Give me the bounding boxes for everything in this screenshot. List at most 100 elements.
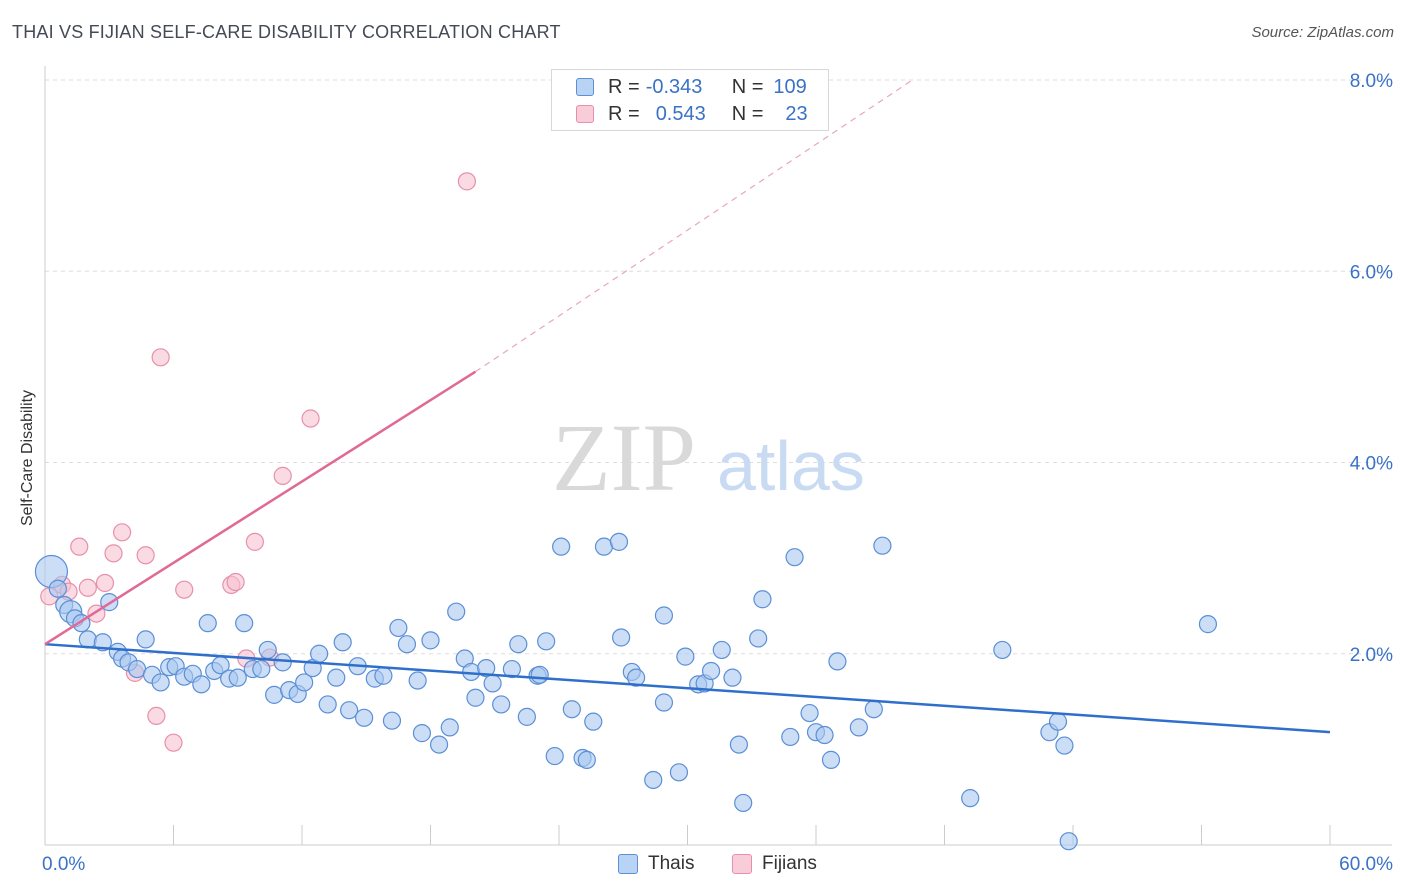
fijians-point	[104, 544, 123, 563]
legend-r-label: R =	[608, 102, 640, 125]
thais-point	[1055, 736, 1074, 755]
x-tick-label: 0.0%	[42, 854, 85, 875]
bottom-legend-thais[interactable]: Thais	[618, 852, 694, 876]
thais-point	[295, 673, 314, 692]
thais-point	[530, 665, 549, 684]
thais-point	[265, 685, 284, 704]
thais-point	[1048, 712, 1068, 731]
thais-point	[389, 618, 408, 638]
thais-point	[594, 537, 614, 556]
y-tick-label: 8.0%	[1350, 71, 1393, 92]
thais-point	[429, 735, 449, 754]
thais-point	[644, 770, 663, 790]
fijians-point	[226, 572, 245, 592]
thais-point	[993, 640, 1012, 660]
thais-point	[421, 631, 440, 650]
bottom-legend-fijians[interactable]: Fijians	[732, 852, 817, 876]
fijians-swatch-icon	[576, 105, 594, 123]
legend-r-value: -0.343	[645, 75, 703, 98]
fijians-point	[112, 523, 132, 542]
thais-point	[537, 632, 556, 651]
thais-point	[1059, 832, 1078, 851]
thais-point	[654, 693, 674, 712]
thais-point	[584, 712, 603, 731]
thais-point	[701, 661, 721, 681]
thais-point	[374, 666, 393, 685]
fijians-point	[457, 172, 477, 191]
thais-point	[1198, 615, 1218, 634]
thais-point	[609, 532, 629, 551]
thais-point	[483, 674, 502, 693]
thais-point	[654, 606, 674, 625]
thais-point	[723, 668, 742, 687]
thais-point	[828, 652, 847, 671]
thais-point	[729, 735, 749, 754]
thais-point	[509, 635, 528, 654]
thais-trend-line	[44, 642, 1331, 734]
thais-point	[712, 640, 731, 660]
watermark: ZIP atlas	[552, 404, 865, 511]
thais-point	[961, 789, 980, 808]
fijians-point	[136, 546, 155, 565]
thais-point	[327, 668, 346, 687]
fijians-point	[95, 573, 115, 593]
legend-n-value: 23	[785, 102, 808, 125]
fijians-legend-icon	[732, 854, 752, 874]
thais-swatch-icon	[576, 78, 594, 96]
thais-point	[235, 614, 254, 633]
legend-r-label: R =	[608, 75, 640, 98]
fijians-point	[175, 580, 194, 599]
thais-point	[849, 718, 868, 737]
thais-point	[310, 644, 329, 663]
thais-point	[781, 727, 800, 747]
thais-point	[192, 675, 211, 694]
fijians-point	[273, 466, 292, 485]
correlation-legend: R = -0.343 N = 109 R = 0.543 N = 23	[551, 69, 829, 131]
thais-point	[447, 602, 466, 621]
thais-point	[626, 668, 646, 687]
y-tick-label: 6.0%	[1350, 262, 1393, 283]
source-credit: Source: ZipAtlas.com	[1251, 24, 1394, 41]
thais-point	[440, 718, 459, 737]
thais-legend-icon	[618, 854, 638, 874]
thais-point	[753, 590, 772, 609]
fijians-point	[151, 348, 170, 367]
fijians-point	[301, 409, 320, 428]
chart-title: THAI VS FIJIAN SELF-CARE DISABILITY CORR…	[12, 22, 561, 42]
tick-labels: 2.0% 4.0% 6.0% 8.0% 0.0% 60.0%	[42, 71, 1393, 875]
y-tick-label: 2.0%	[1350, 645, 1393, 666]
thais-points	[34, 532, 1218, 851]
thais-point	[151, 673, 170, 692]
thais-point	[198, 614, 217, 633]
legend-n-label: N =	[731, 75, 764, 98]
fijians-point	[78, 578, 97, 597]
thais-point	[93, 633, 112, 652]
thais-point	[676, 647, 695, 666]
thais-point	[78, 630, 97, 649]
thais-point	[502, 659, 521, 679]
thais-point	[821, 750, 841, 769]
watermark-atlas: atlas	[717, 427, 865, 505]
axes	[44, 66, 1392, 846]
thais-point	[136, 630, 155, 649]
thais-legend-label: Thais	[648, 853, 695, 874]
fijians-legend-label: Fijians	[762, 853, 817, 874]
thais-point	[562, 700, 581, 719]
grid-lines	[45, 79, 1392, 655]
thais-point	[873, 536, 892, 555]
legend-n-value: 109	[773, 75, 807, 98]
thais-point	[273, 653, 292, 672]
fijians-point	[147, 706, 166, 726]
x-tick-label: 60.0%	[1339, 854, 1393, 875]
thais-point	[340, 701, 359, 720]
thais-point	[318, 695, 337, 714]
thais-point	[815, 725, 834, 745]
thais-point	[252, 659, 271, 679]
y-tick-label: 4.0%	[1350, 454, 1393, 475]
thais-point	[228, 668, 247, 687]
thais-point	[48, 579, 67, 598]
thais-point	[864, 700, 883, 719]
thais-point	[612, 628, 631, 647]
thais-point	[355, 708, 374, 727]
